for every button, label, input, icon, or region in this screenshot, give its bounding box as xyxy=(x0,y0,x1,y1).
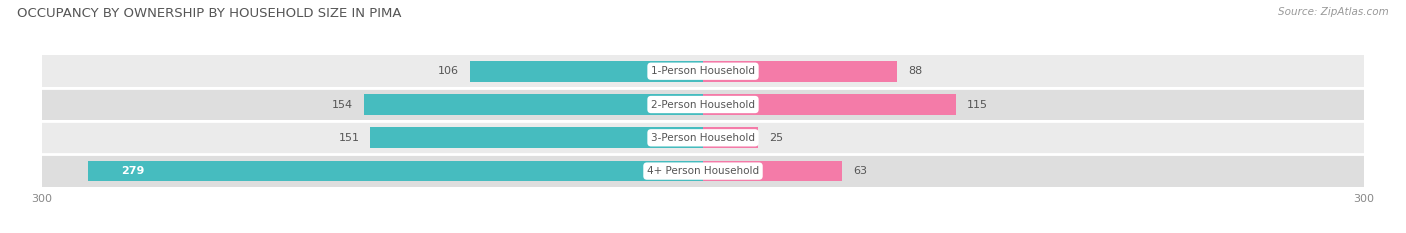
Text: 106: 106 xyxy=(437,66,458,76)
Bar xyxy=(703,127,758,148)
Text: 3-Person Household: 3-Person Household xyxy=(651,133,755,143)
Bar xyxy=(703,61,897,82)
Text: OCCUPANCY BY OWNERSHIP BY HOUSEHOLD SIZE IN PIMA: OCCUPANCY BY OWNERSHIP BY HOUSEHOLD SIZE… xyxy=(17,7,401,20)
Text: 115: 115 xyxy=(967,99,988,110)
Text: 279: 279 xyxy=(121,166,145,176)
Bar xyxy=(370,127,703,148)
Text: 151: 151 xyxy=(339,133,360,143)
Text: 2-Person Household: 2-Person Household xyxy=(651,99,755,110)
Bar xyxy=(42,122,1364,154)
Bar xyxy=(42,55,1364,87)
Bar xyxy=(470,61,703,82)
Bar xyxy=(42,155,1364,187)
Bar xyxy=(703,94,956,115)
Text: 88: 88 xyxy=(908,66,922,76)
Text: 1-Person Household: 1-Person Household xyxy=(651,66,755,76)
Bar xyxy=(42,89,1364,120)
Bar xyxy=(364,94,703,115)
Bar xyxy=(89,161,703,182)
Text: 25: 25 xyxy=(769,133,783,143)
Text: 4+ Person Household: 4+ Person Household xyxy=(647,166,759,176)
Text: 63: 63 xyxy=(853,166,866,176)
Text: Source: ZipAtlas.com: Source: ZipAtlas.com xyxy=(1278,7,1389,17)
Text: 154: 154 xyxy=(332,99,353,110)
Bar xyxy=(703,161,842,182)
